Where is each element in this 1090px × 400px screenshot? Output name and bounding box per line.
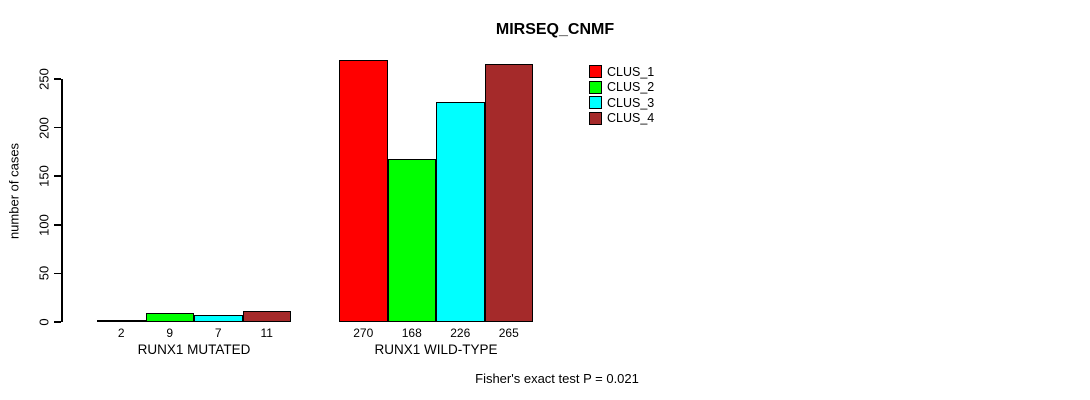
fisher-test-annotation: Fisher's exact test P = 0.021 bbox=[475, 371, 639, 386]
y-tick-mark-150 bbox=[54, 175, 61, 177]
bar-clus_2-group1 bbox=[145, 313, 194, 322]
bar-value-label-clus_2-group2: 168 bbox=[401, 326, 422, 340]
legend-row-clus_4: CLUS_4 bbox=[589, 111, 654, 127]
y-tick-label-0: 0 bbox=[36, 318, 52, 326]
bar-value-label-clus_4-group1: 11 bbox=[260, 326, 273, 340]
bar-clus_4-group1 bbox=[242, 311, 291, 322]
legend-row-clus_2: CLUS_2 bbox=[589, 80, 654, 96]
y-tick-mark-100 bbox=[54, 224, 61, 226]
legend-label-clus_1: CLUS_1 bbox=[607, 64, 655, 79]
y-tick-mark-200 bbox=[54, 126, 61, 129]
bar-value-label-clus_1-group2: 270 bbox=[353, 326, 374, 340]
legend-label-clus_2: CLUS_2 bbox=[607, 80, 655, 95]
legend-row-clus_3: CLUS_3 bbox=[589, 95, 654, 111]
bar-clus_3-group2 bbox=[436, 102, 485, 322]
bar-value-label-clus_4-group2: 265 bbox=[498, 326, 519, 340]
chart-title: MIRSEQ_CNMF bbox=[495, 21, 615, 38]
y-tick-label-50: 50 bbox=[36, 266, 52, 281]
y-tick-label-250: 250 bbox=[36, 68, 52, 90]
bar-clus_4-group2 bbox=[484, 64, 533, 322]
y-axis-line bbox=[61, 79, 63, 322]
bar-value-label-clus_2-group1: 9 bbox=[166, 326, 174, 340]
y-tick-mark-0 bbox=[54, 321, 61, 323]
y-tick-mark-50 bbox=[54, 272, 61, 275]
legend-swatch-clus_4 bbox=[589, 111, 602, 125]
bar-clus_2-group2 bbox=[387, 158, 436, 322]
legend-swatch-clus_3 bbox=[589, 96, 602, 110]
legend-row-clus_1: CLUS_1 bbox=[589, 64, 654, 80]
y-axis-label: number of cases bbox=[6, 142, 22, 240]
bar-clus_3-group1 bbox=[194, 315, 243, 322]
bar-value-label-clus_3-group1: 7 bbox=[214, 326, 222, 340]
legend: CLUS_1 CLUS_2 CLUS_3 CLUS_4 bbox=[589, 64, 654, 126]
category-label-group2: RUNX1 WILD-TYPE bbox=[374, 342, 498, 357]
legend-swatch-clus_1 bbox=[589, 65, 602, 79]
y-tick-label-100: 100 bbox=[36, 213, 52, 236]
legend-label-clus_4: CLUS_4 bbox=[607, 111, 655, 126]
y-tick-label-150: 150 bbox=[36, 165, 52, 188]
y-tick-label-200: 200 bbox=[36, 116, 52, 139]
legend-swatch-clus_2 bbox=[589, 80, 602, 94]
y-tick-mark-250 bbox=[54, 78, 61, 80]
bar-clus_1-group2 bbox=[339, 59, 388, 322]
bar-value-label-clus_1-group1: 2 bbox=[117, 326, 125, 340]
category-label-group1: RUNX1 MUTATED bbox=[137, 342, 251, 357]
bar-value-label-clus_3-group2: 226 bbox=[450, 326, 471, 340]
bar-clus_1-group1 bbox=[97, 320, 146, 322]
legend-label-clus_3: CLUS_3 bbox=[607, 95, 655, 110]
